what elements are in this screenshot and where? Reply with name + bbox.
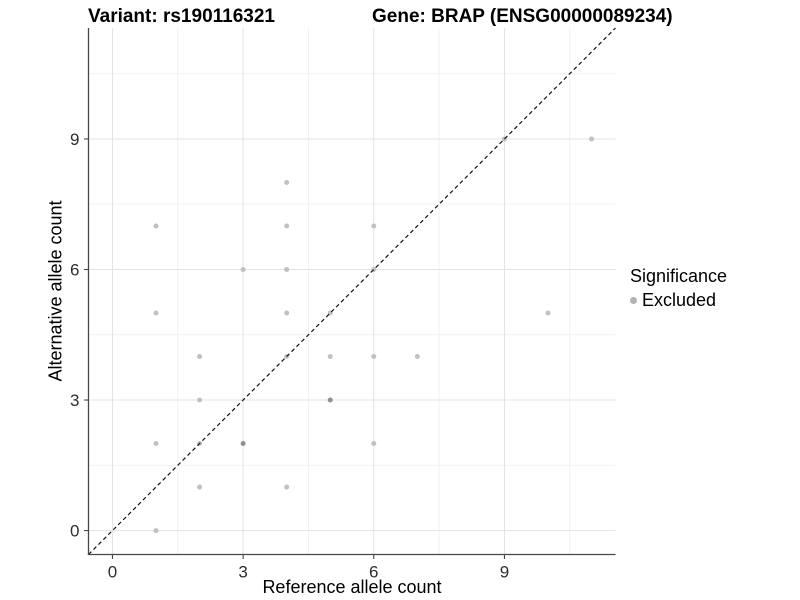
point-4-7 [284, 223, 290, 229]
excluded-marker-icon [630, 297, 637, 304]
plot-title-gene: Gene: BRAP (ENSG00000089234) [372, 6, 673, 27]
point-4-5 [284, 310, 290, 316]
grid-major [88, 28, 616, 555]
y-tick-label-3: 3 [70, 391, 79, 410]
point-1-2 [153, 441, 159, 447]
axis-lines [87, 28, 616, 556]
reference-line-layer [88, 27, 616, 555]
legend: Significance Excluded [630, 266, 727, 311]
point-2-4 [197, 354, 203, 360]
point-4-1 [284, 484, 290, 490]
point-5-4 [327, 354, 333, 360]
grid-minor [88, 28, 616, 555]
x-tick-label-0: 0 [108, 563, 117, 582]
identity-reference-line [88, 27, 616, 555]
x-tick-label-3: 3 [238, 563, 247, 582]
point-4-8 [284, 179, 290, 185]
legend-title: Significance [630, 266, 728, 286]
x-axis-label: Reference allele count [262, 577, 442, 597]
point-2-3 [197, 397, 203, 403]
point-1-0 [153, 528, 159, 534]
plot-title-variant: Variant: rs190116321 [88, 6, 275, 27]
x-tick-label-6: 6 [369, 563, 378, 582]
point-10-5 [545, 310, 551, 316]
point-6-2 [371, 441, 377, 447]
legend-item-label: Excluded [642, 290, 717, 310]
legend-item-excluded: Excluded [630, 290, 727, 311]
y-tick-label-0: 0 [70, 522, 79, 541]
point-11-9 [589, 136, 595, 142]
point-5-3 [327, 397, 333, 403]
point-1-7 [153, 223, 159, 229]
point-2-1 [197, 484, 203, 490]
point-3-6 [240, 266, 246, 272]
point-6-7 [371, 223, 377, 229]
axis-ticks [84, 138, 505, 559]
x-tick-label-9: 9 [500, 563, 509, 582]
axis-tick-labels: 0 3 6 9 0 3 6 9 [70, 130, 509, 582]
point-3-2 [240, 441, 246, 447]
point-7-4 [414, 354, 420, 360]
y-tick-label-6: 6 [70, 260, 79, 279]
point-6-4 [371, 354, 377, 360]
point-4-6 [284, 266, 290, 272]
y-axis-label: Alternative allele count [45, 200, 66, 382]
point-1-5 [153, 310, 159, 316]
y-tick-label-9: 9 [70, 130, 79, 149]
